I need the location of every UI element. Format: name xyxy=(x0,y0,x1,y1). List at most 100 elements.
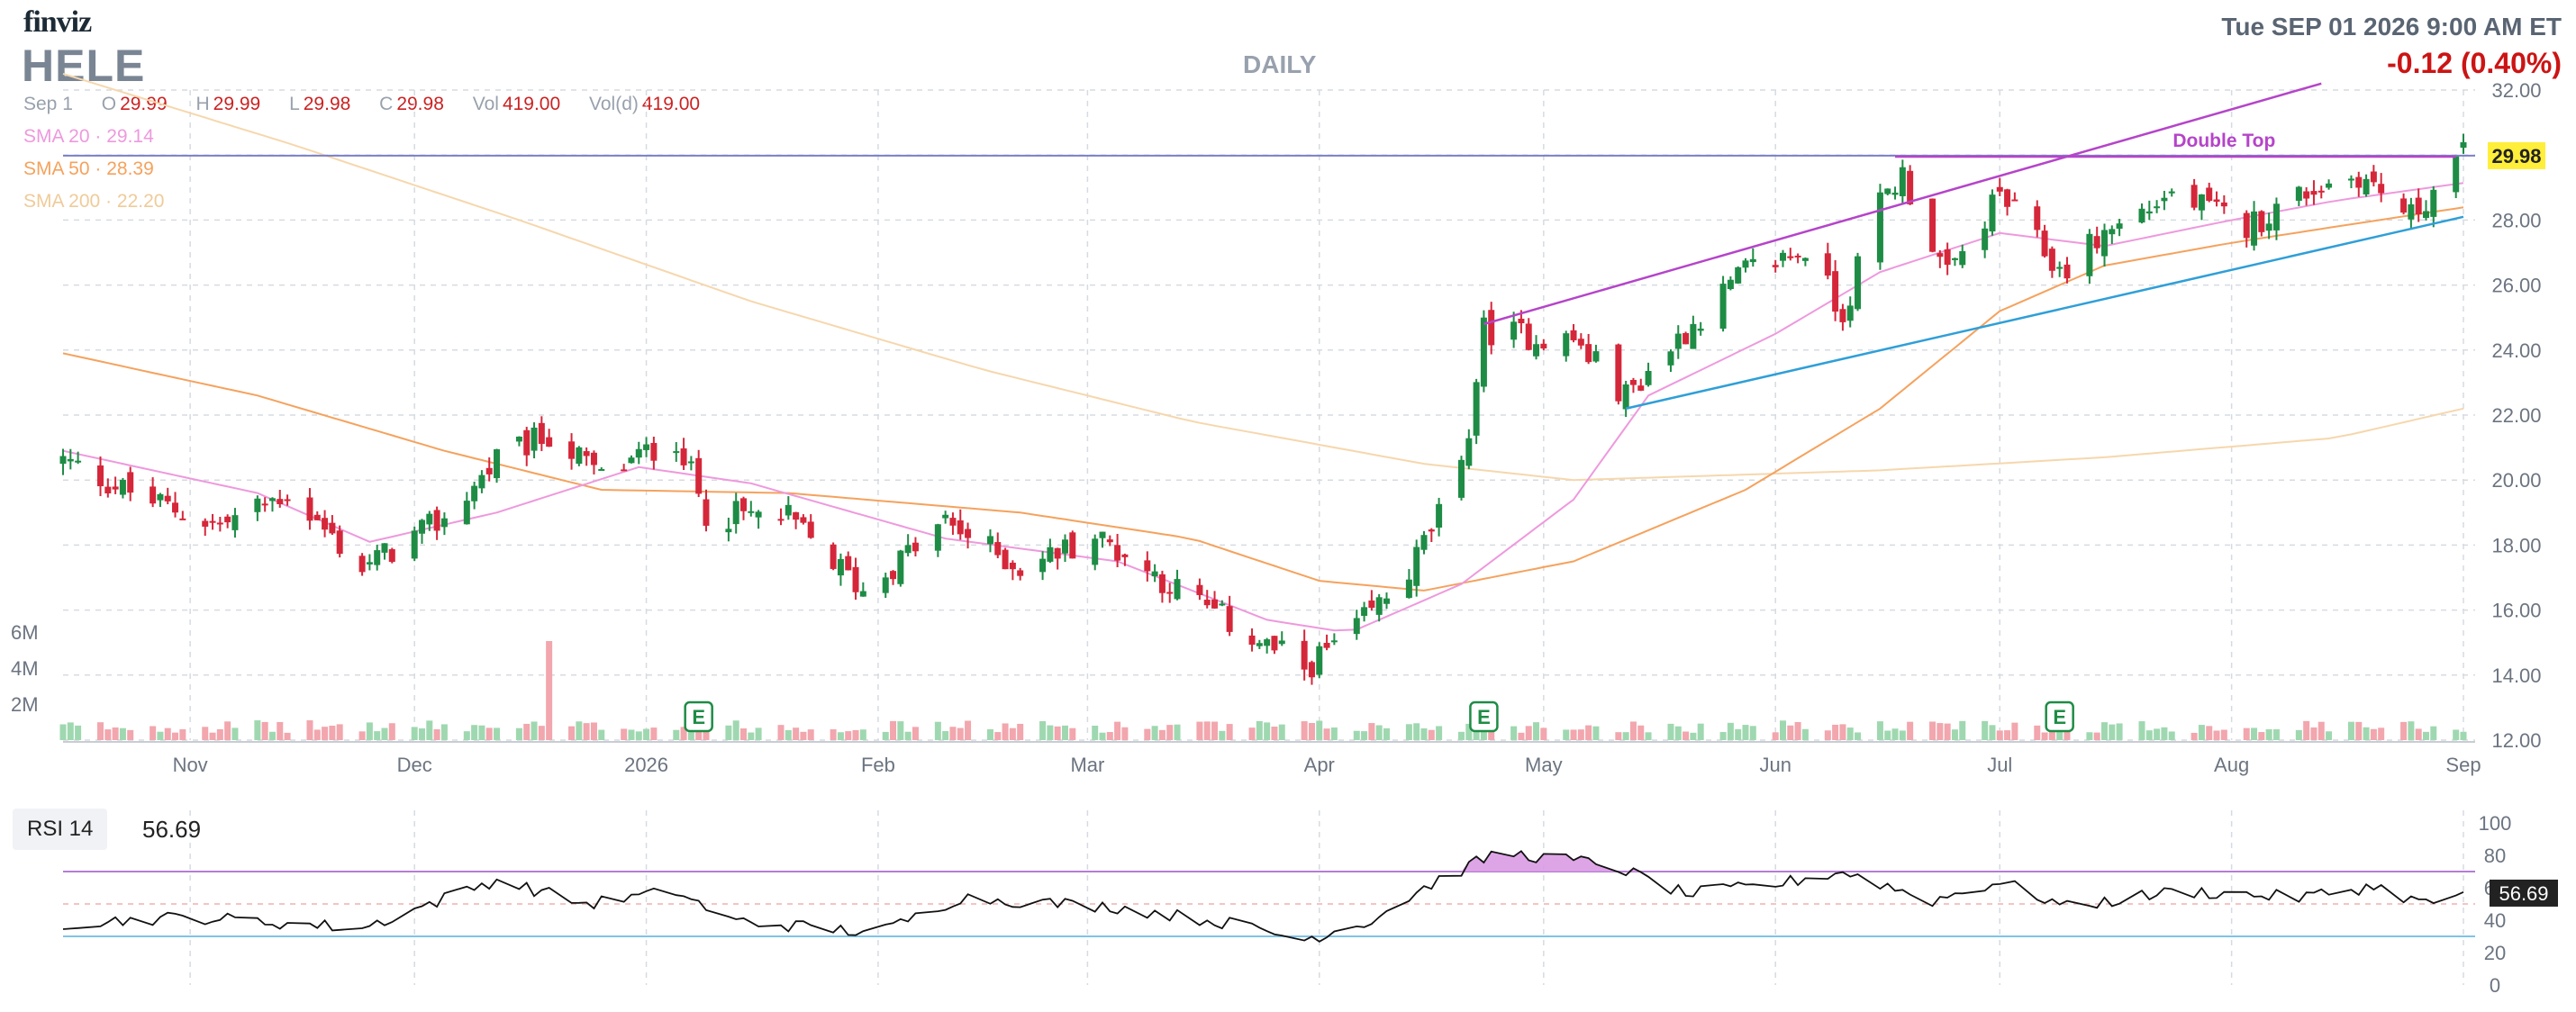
timeframe-label[interactable]: DAILY xyxy=(1243,50,1317,78)
volume-bar xyxy=(2213,730,2220,740)
candle-body xyxy=(1518,319,1525,324)
volume-bar xyxy=(1106,732,1113,740)
candle-body xyxy=(2064,264,2071,279)
candle-body xyxy=(890,571,897,580)
candle-body xyxy=(1121,554,1129,557)
candle-body xyxy=(1742,260,1749,268)
ohlc-date: Sep 1 xyxy=(23,94,73,114)
trendline-drawings[interactable]: Double Top xyxy=(63,82,2475,410)
y-tick-label: 26.00 xyxy=(2491,275,2541,297)
volume-bar xyxy=(2460,731,2467,740)
candle-body xyxy=(673,451,680,454)
high-label: H xyxy=(195,94,210,114)
volume-bar xyxy=(845,731,852,740)
volume-bar xyxy=(1039,721,1047,740)
finviz-logo[interactable]: finviz xyxy=(23,5,92,39)
rsi-indicator-label[interactable]: RSI 14 xyxy=(13,809,108,850)
y-tick-label: 28.00 xyxy=(2491,209,2541,231)
candle-body xyxy=(2408,203,2415,220)
volume-bar xyxy=(673,729,680,740)
candle-body xyxy=(1982,228,1989,250)
volume-bar xyxy=(1697,723,1704,740)
candle-body xyxy=(942,514,949,519)
volume-bar xyxy=(2370,728,2377,740)
volume-bar xyxy=(1114,721,1121,740)
candle-body xyxy=(2400,198,2408,213)
candle-body xyxy=(366,562,373,565)
candle-body xyxy=(1959,250,1966,266)
volume-bar xyxy=(1271,727,1278,740)
sma200-legend[interactable]: SMA 200 · 22.20 xyxy=(23,191,165,212)
x-tick-label: 2026 xyxy=(624,754,668,776)
candle-body xyxy=(2191,185,2198,208)
candle-body xyxy=(127,472,134,493)
volume-bar xyxy=(1794,722,1801,740)
high-value: 29.99 xyxy=(213,94,261,114)
volume-bar xyxy=(598,729,605,740)
sma20-legend[interactable]: SMA 20 · 29.14 xyxy=(23,126,154,147)
candle-body xyxy=(2460,142,2467,149)
volume-bar xyxy=(2206,726,2213,740)
volume-bar xyxy=(912,727,919,740)
candle-body xyxy=(463,501,470,525)
candle-body xyxy=(1697,329,1704,331)
volume-bar xyxy=(739,728,747,740)
volume-bar xyxy=(1645,732,1652,740)
candle-body xyxy=(1002,549,1009,570)
candle-body xyxy=(2355,176,2363,188)
candle-body xyxy=(1996,186,2003,192)
volume-bar xyxy=(2138,721,2145,740)
volume-bar xyxy=(1780,720,1787,740)
candle-body xyxy=(1256,643,1263,646)
lower-trend-line xyxy=(1625,215,2464,410)
candle-body xyxy=(1211,599,1219,609)
y-tick-label: 18.00 xyxy=(2491,534,2541,556)
axes: 32.0030.0028.0026.0024.0022.0020.0018.00… xyxy=(11,79,2545,776)
volume-bar xyxy=(2100,722,2108,740)
x-tick-label: Apr xyxy=(1304,754,1335,776)
candle-body xyxy=(1899,167,1906,196)
volume-bar xyxy=(748,732,755,740)
volume-bar xyxy=(2326,731,2333,740)
volume-bar xyxy=(1937,723,1944,740)
volume-bar xyxy=(1054,726,1061,740)
candle-body xyxy=(1832,271,1839,312)
candle-body xyxy=(2310,191,2317,195)
rsi-value-tag-bg xyxy=(2490,879,2558,907)
volume-bar xyxy=(494,727,501,740)
volume-bar xyxy=(224,721,231,740)
candle-body xyxy=(904,545,912,554)
sma50-legend[interactable]: SMA 50 · 28.39 xyxy=(23,158,154,179)
sma20-value: 29.14 xyxy=(106,126,154,147)
volume-bar xyxy=(755,727,762,740)
volume-bar xyxy=(2011,722,2018,740)
candle-body xyxy=(157,493,164,501)
candle-body xyxy=(1510,321,1518,340)
volume-bar xyxy=(1846,727,1854,740)
candle-body xyxy=(329,522,336,534)
candle-body xyxy=(1158,574,1166,593)
volume-bar xyxy=(322,727,329,740)
candle-body xyxy=(374,550,381,565)
candle-body xyxy=(986,536,993,545)
volume-bar xyxy=(687,726,694,740)
candle-body xyxy=(485,467,493,474)
candle-body xyxy=(1674,333,1682,349)
volume-bar xyxy=(1944,723,1951,740)
rsi-tick-label: 100 xyxy=(2479,812,2512,835)
volume-bar xyxy=(1592,726,1600,740)
volume-bar xyxy=(830,729,837,740)
volume-bar xyxy=(419,728,426,740)
candle-body xyxy=(1226,606,1233,632)
candle-body xyxy=(755,511,762,518)
candle-body xyxy=(2272,203,2280,230)
candlesticks xyxy=(59,133,2467,685)
volume-bar xyxy=(1061,725,1068,740)
candle-body xyxy=(1488,310,1495,346)
volume-bar xyxy=(1465,723,1473,740)
volume-bar xyxy=(2363,727,2370,740)
candle-body xyxy=(568,441,576,459)
candle-body xyxy=(837,558,844,576)
candle-body xyxy=(1855,256,1862,310)
